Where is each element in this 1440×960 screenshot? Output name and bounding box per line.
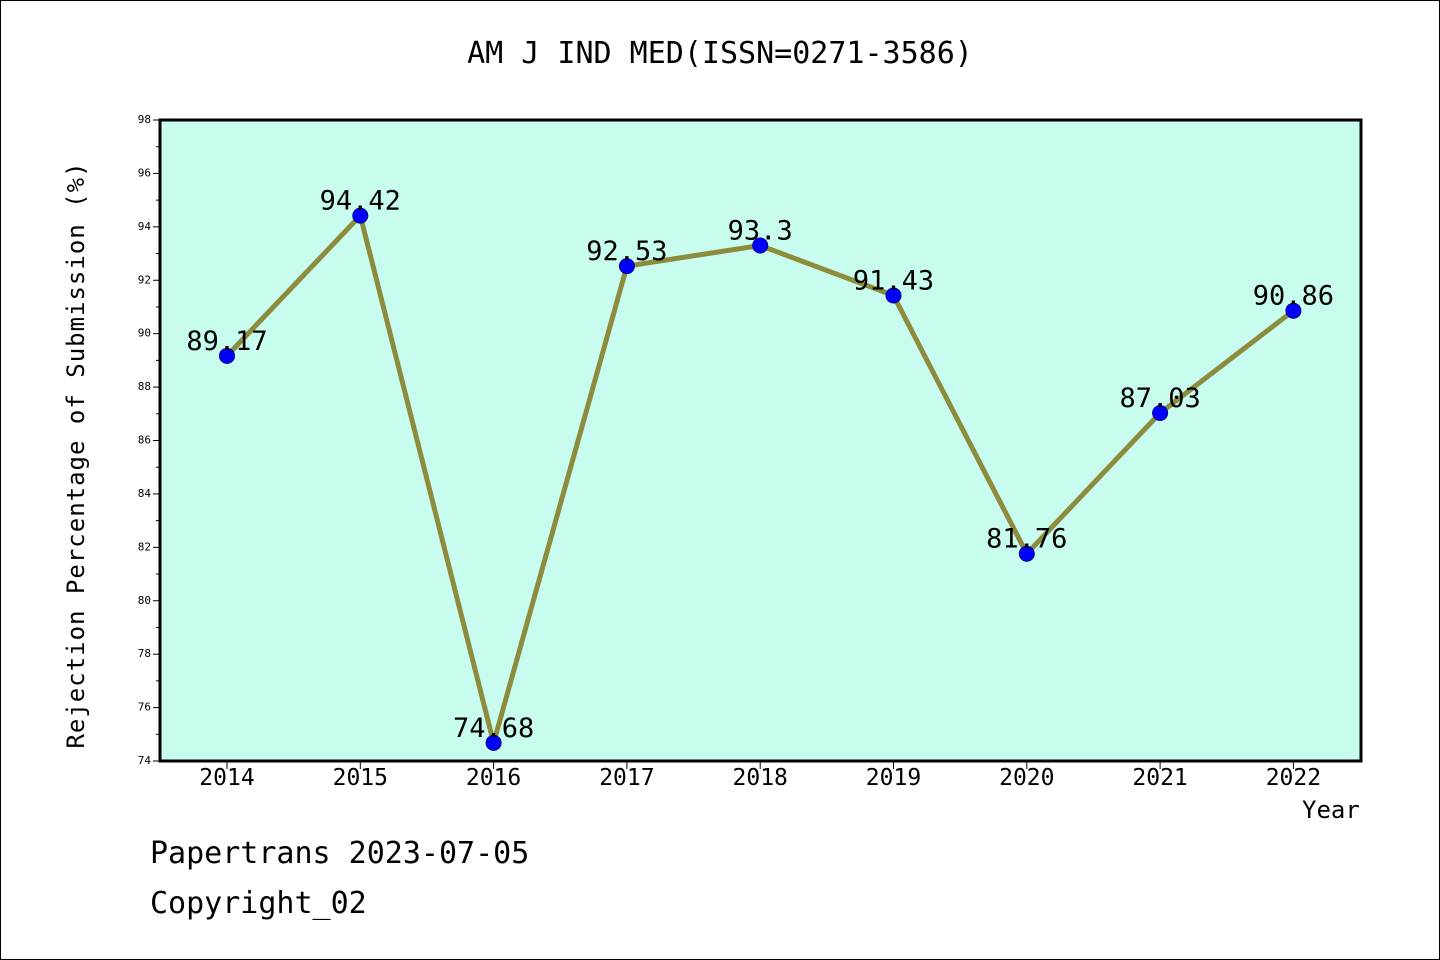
y-tick-label: 84	[138, 487, 152, 500]
data-point	[752, 237, 769, 254]
data-label: 74.68	[453, 713, 534, 744]
x-tick-label: 2015	[333, 765, 388, 791]
x-tick-label: 2016	[466, 765, 521, 791]
data-point	[219, 347, 235, 364]
data-label: 91.43	[853, 265, 934, 296]
y-tick-label: 94	[138, 220, 152, 233]
y-axis: 74 76 78 80 82 84 86 88 90 92 94 96 98	[138, 113, 160, 767]
data-point	[485, 734, 502, 751]
data-point	[1285, 302, 1302, 319]
chart-title: AM J IND MED(ISSN=0271-3586)	[467, 36, 973, 71]
x-tick-label: 2017	[599, 765, 654, 791]
plot-border	[158, 118, 1363, 763]
data-point	[1152, 404, 1169, 421]
plot-area	[160, 120, 1361, 761]
data-label: 92.53	[586, 236, 667, 267]
data-label: 87.03	[1119, 383, 1200, 414]
y-tick-label: 88	[138, 380, 151, 393]
footer-copyright: Copyright_02	[150, 886, 367, 921]
x-tick-label: 2018	[733, 765, 788, 791]
data-label: 89.17	[186, 326, 267, 357]
x-tick-label: 2021	[1132, 765, 1187, 791]
data-point	[1018, 545, 1035, 562]
data-label: 90.86	[1253, 281, 1334, 312]
y-tick-label: 98	[138, 113, 151, 126]
y-tick-label: 86	[138, 434, 151, 447]
y-tick-label: 78	[138, 647, 151, 660]
x-tick-label: 2020	[999, 765, 1054, 791]
y-tick-label: 92	[138, 273, 151, 286]
data-point	[885, 287, 902, 304]
x-tick-label: 2022	[1266, 765, 1321, 791]
x-axis-label: Year	[1302, 796, 1360, 824]
y-tick-label: 82	[138, 540, 151, 553]
y-tick-label: 80	[138, 594, 151, 607]
footer-publisher-date: Papertrans 2023-07-05	[150, 836, 530, 871]
data-label: 93.3	[728, 216, 793, 247]
y-tick-label: 90	[138, 327, 151, 340]
data-point	[618, 258, 635, 275]
x-tick-label: 2014	[199, 765, 254, 791]
y-tick-label: 74	[138, 754, 152, 767]
y-tick-label: 76	[138, 701, 151, 714]
y-tick-label: 96	[138, 166, 151, 179]
data-label: 94.42	[320, 186, 401, 217]
x-tick-label: 2019	[866, 765, 921, 791]
series-rejection-rate: 89.17 94.42 74.68 92.53 93.3 91.43 81.76 87.03 9…	[186, 186, 1334, 751]
data-point	[352, 207, 369, 224]
data-label: 81.76	[986, 524, 1067, 555]
x-axis: 2014 2015 2016 2017 2018 2019 2020 2021 2022	[199, 761, 1321, 791]
